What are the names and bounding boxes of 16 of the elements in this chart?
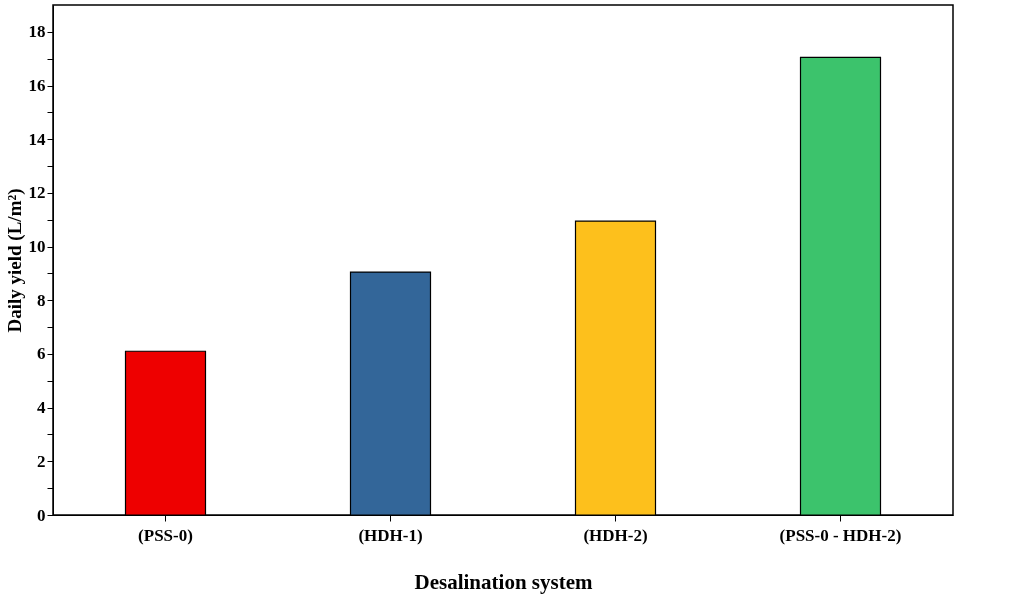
- y-tick-label: 10: [28, 237, 46, 257]
- x-tick-label: (PSS-0): [138, 525, 193, 545]
- y-tick-label: 0: [37, 505, 46, 525]
- y-tick-label: 18: [28, 22, 46, 42]
- y-tick-label: 14: [28, 129, 46, 149]
- y-tick-label: 4: [37, 398, 46, 418]
- y-tick-label: 6: [37, 344, 46, 364]
- y-tick-label: 2: [37, 451, 46, 471]
- x-axis-title: Desalination system: [414, 569, 593, 594]
- x-tick-label: (HDH-1): [358, 525, 423, 545]
- y-tick-label: 12: [28, 183, 46, 203]
- y-tick-label: 16: [28, 76, 46, 96]
- x-tick-label: (PSS-0 - HDH-2): [779, 525, 902, 545]
- x-tick-label: (HDH-2): [583, 525, 648, 545]
- y-axis-title: Daily yield (L/m²): [3, 188, 26, 333]
- y-tick-label: 8: [37, 290, 46, 310]
